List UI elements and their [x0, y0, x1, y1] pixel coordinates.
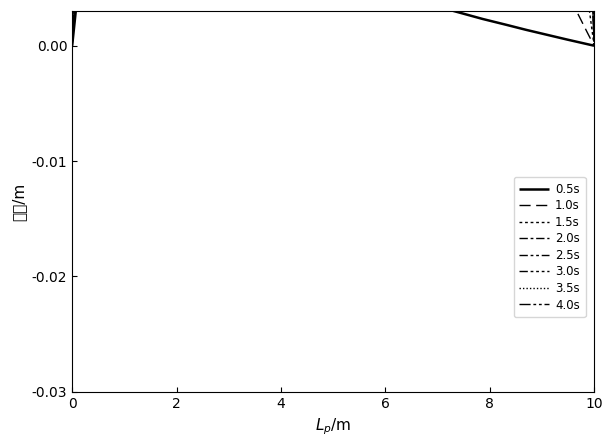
1.0s: [591, 43, 598, 48]
0.5s: [476, 16, 483, 21]
X-axis label: $L_p$/m: $L_p$/m: [315, 416, 351, 437]
2.5s: [69, 43, 76, 48]
3.0s: [591, 43, 598, 48]
Line: 3.5s: 3.5s: [72, 0, 594, 46]
Line: 2.0s: 2.0s: [72, 0, 594, 46]
Line: 4.0s: 4.0s: [72, 0, 594, 46]
1.0s: [69, 43, 76, 48]
0.5s: [591, 43, 598, 48]
0.5s: [69, 43, 76, 48]
0.5s: [486, 18, 493, 23]
0.5s: [427, 2, 435, 7]
1.5s: [591, 43, 598, 48]
4.0s: [69, 43, 76, 48]
Line: 0.5s: 0.5s: [72, 0, 594, 46]
Legend: 0.5s, 1.0s, 1.5s, 2.0s, 2.5s, 3.0s, 3.5s, 4.0s: 0.5s, 1.0s, 1.5s, 2.0s, 2.5s, 3.0s, 3.5s…: [513, 177, 586, 318]
1.5s: [69, 43, 76, 48]
Line: 1.0s: 1.0s: [72, 0, 594, 46]
3.5s: [591, 43, 598, 48]
Line: 3.0s: 3.0s: [72, 0, 594, 46]
2.0s: [69, 43, 76, 48]
3.5s: [69, 43, 76, 48]
Y-axis label: 位移/m: 位移/m: [11, 182, 26, 220]
2.0s: [591, 43, 598, 48]
3.0s: [69, 43, 76, 48]
Line: 1.5s: 1.5s: [72, 0, 594, 46]
2.5s: [591, 43, 598, 48]
Line: 2.5s: 2.5s: [72, 0, 594, 46]
4.0s: [591, 43, 598, 48]
